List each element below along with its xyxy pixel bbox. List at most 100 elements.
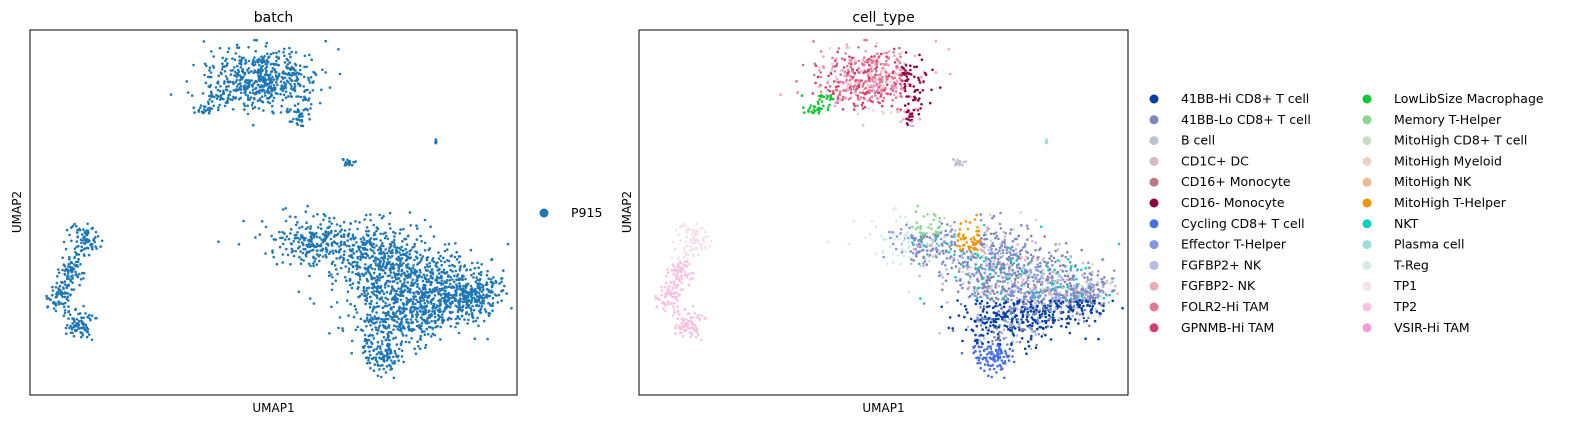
batch-point — [57, 302, 61, 306]
batch-point — [356, 257, 360, 260]
cell-type-point — [848, 74, 851, 77]
batch-point — [379, 247, 383, 251]
batch-point — [316, 226, 320, 229]
batch-point — [259, 58, 263, 62]
cell-type-point — [904, 72, 908, 76]
cell-type-point — [1016, 243, 1019, 246]
batch-point — [386, 237, 390, 241]
cell-type-point — [990, 276, 993, 279]
cell-type-point — [1034, 333, 1037, 337]
batch-point — [349, 263, 353, 266]
batch-point — [383, 254, 386, 258]
batch-point — [363, 272, 367, 276]
cell-type-point — [949, 230, 952, 233]
cell-type-point — [913, 95, 916, 99]
cell-type-point — [660, 289, 664, 292]
cell-type-point — [1047, 281, 1050, 285]
batch-point — [231, 57, 234, 60]
cell-type-point — [905, 122, 909, 125]
batch-point — [236, 73, 240, 77]
batch-point — [284, 238, 287, 241]
batch-point — [310, 237, 314, 240]
batch-point — [403, 288, 407, 292]
batch-point — [351, 233, 355, 237]
cell-type-point — [1013, 277, 1017, 281]
batch-point — [246, 69, 249, 72]
batch-point — [346, 290, 350, 294]
batch-point — [453, 265, 457, 268]
batch-point — [298, 83, 302, 87]
cell-type-point — [913, 54, 917, 58]
cell-type-point — [681, 288, 685, 291]
cell-type-point — [826, 108, 830, 112]
batch-point — [243, 71, 247, 75]
batch-point — [449, 275, 453, 279]
batch-point — [389, 291, 393, 295]
batch-point — [397, 287, 400, 290]
cell-type-point — [869, 71, 872, 75]
batch-point — [368, 350, 371, 353]
batch-point — [394, 292, 398, 296]
batch-point — [394, 336, 397, 340]
cell-type-point — [685, 231, 688, 234]
cell-type-point — [883, 89, 886, 92]
batch-point — [75, 253, 78, 256]
batch-point — [472, 289, 476, 293]
cell-type-point — [1107, 301, 1110, 304]
cell-type-point — [1039, 270, 1043, 274]
cell-type-point — [1000, 271, 1003, 274]
cell-type-point — [695, 222, 699, 226]
cell-type-point — [688, 262, 691, 266]
batch-point — [241, 70, 245, 73]
batch-point — [400, 268, 404, 272]
cell-type-point — [1044, 294, 1047, 297]
batch-point — [51, 293, 54, 297]
batch-point — [423, 330, 426, 333]
cell-type-point — [834, 85, 838, 89]
cell-type-point — [976, 240, 980, 243]
batch-point — [318, 253, 322, 257]
batch-point — [320, 88, 323, 92]
cell-type-point — [1034, 249, 1037, 252]
cell-type-point — [900, 87, 903, 90]
batch-point — [238, 62, 241, 65]
batch-point — [410, 337, 413, 340]
batch-point — [319, 244, 323, 248]
batch-point — [381, 262, 385, 266]
batch-point — [285, 65, 288, 68]
batch-point — [422, 319, 426, 322]
cell-type-point — [813, 62, 817, 66]
batch-point — [399, 290, 402, 294]
cell-type-point — [954, 265, 958, 268]
cell-type-point — [893, 232, 896, 235]
batch-point — [412, 297, 416, 301]
cell-type-point — [1093, 293, 1096, 297]
batch-point — [279, 92, 282, 96]
batch-point — [443, 285, 447, 288]
cell-type-point — [816, 100, 820, 104]
cell-type-point — [948, 257, 952, 260]
cell-type-point — [918, 274, 921, 278]
batch-point — [385, 263, 389, 266]
batch-point — [379, 347, 382, 350]
batch-point — [430, 302, 433, 305]
batch-point — [393, 360, 396, 363]
cell-type-point — [1004, 274, 1007, 278]
cell-type-point — [837, 93, 840, 97]
cell-type-point — [684, 253, 687, 256]
batch-point — [476, 282, 479, 285]
batch-point — [479, 311, 482, 315]
cell-type-point — [873, 94, 877, 97]
batch-point — [453, 255, 457, 259]
cell-type-point — [891, 253, 895, 256]
batch-point — [73, 222, 76, 226]
batch-point — [310, 244, 314, 248]
batch-point — [297, 95, 300, 98]
cell-type-point — [902, 254, 906, 258]
batch-point — [409, 328, 412, 331]
batch-point — [333, 264, 337, 267]
batch-point — [217, 240, 220, 243]
cell-type-point — [976, 253, 979, 257]
batch-point — [253, 105, 257, 109]
cell-type-point — [945, 268, 948, 271]
